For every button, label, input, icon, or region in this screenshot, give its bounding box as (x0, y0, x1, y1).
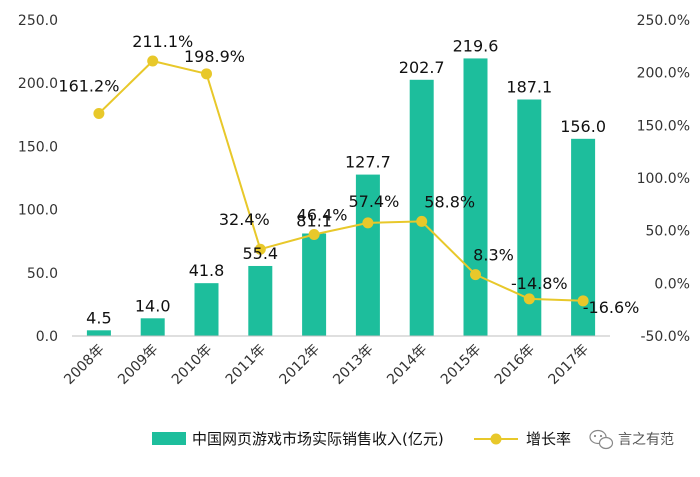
line-series (93, 55, 589, 307)
growth-value-label: 58.8% (424, 192, 475, 211)
bar (355, 174, 380, 336)
bar-value-label: 219.6 (453, 36, 499, 55)
bar-data-labels: 4.5 14.0 41.8 55.4 81.1 127.7 202.7 219.6 187.1 1… (86, 36, 606, 327)
growth-point (93, 108, 105, 120)
growth-value-label: 8.3% (473, 246, 514, 265)
right-tick-label: -50.0% (640, 329, 690, 345)
growth-point (470, 269, 481, 281)
left-tick-label: 200.0 (18, 76, 58, 92)
x-tick-label: 2017年 (546, 342, 592, 388)
right-tick-label: 200.0% (637, 66, 690, 82)
growth-point (201, 68, 212, 80)
x-tick-label: 2016年 (492, 342, 538, 388)
growth-point (147, 55, 159, 67)
line-data-labels: 161.2% 211.1%198.9% 32.4% 46.4%57.4% 58.8% 8.… (58, 32, 639, 317)
growth-value-label: 161.2% (58, 77, 119, 96)
left-axis: 0.0 50.0 100.0 150.0 200.0 250.0 (18, 13, 58, 345)
bar (86, 330, 111, 336)
growth-value-label: 57.4% (348, 192, 399, 211)
growth-value-label: 211.1% (132, 32, 193, 51)
bar-value-label: 55.4 (242, 244, 278, 263)
growth-value-label: -14.8% (511, 274, 568, 293)
bar (409, 79, 434, 336)
bar-value-label: 187.1 (506, 78, 552, 97)
right-axis: -50.0% 0.0% 50.0% 100.0% 150.0% 200.0% 250.0% (637, 13, 690, 345)
bar (248, 265, 273, 336)
bar-series (86, 58, 596, 336)
growth-value-label: 32.4% (219, 210, 270, 229)
watermark-text: 言之有范 (618, 431, 674, 448)
growth-point (523, 293, 535, 305)
right-tick-label: 250.0% (637, 13, 690, 29)
growth-value-label: -16.6% (583, 298, 640, 317)
bar (194, 283, 219, 336)
wechat-icon (589, 429, 614, 450)
left-tick-label: 0.0 (36, 329, 58, 345)
x-tick-label: 2008年 (61, 342, 107, 388)
x-tick-label: 2013年 (330, 342, 376, 388)
right-tick-label: 50.0% (646, 224, 690, 240)
left-tick-label: 50.0 (27, 266, 58, 282)
bar-value-label: 4.5 (86, 308, 111, 327)
x-axis: 2008年 2009年 2010年 2011年 2012年 2013年 2014年 2015年… (61, 335, 610, 388)
growth-point (362, 217, 374, 229)
legend-bar-swatch (152, 432, 186, 445)
left-tick-label: 150.0 (18, 139, 58, 155)
x-tick-label: 2014年 (384, 342, 430, 388)
growth-value-label: 46.4% (297, 205, 348, 224)
bar-value-label: 81.1 (296, 211, 332, 230)
left-tick-label: 250.0 (18, 13, 58, 29)
bar (463, 58, 488, 336)
legend: 中国网页游戏市场实际销售收入(亿元) 增长率 (152, 430, 571, 448)
bar (302, 233, 327, 336)
x-tick-label: 2009年 (115, 342, 161, 388)
growth-point (308, 228, 320, 240)
bar-value-label: 14.0 (135, 296, 171, 315)
right-tick-label: 0.0% (654, 276, 690, 292)
x-tick-label: 2011年 (223, 342, 269, 388)
x-tick-label: 2012年 (277, 342, 323, 388)
bar-value-label: 41.8 (189, 261, 225, 280)
bar-value-label: 156.0 (560, 117, 606, 136)
right-tick-label: 100.0% (637, 171, 690, 187)
growth-value-label: 198.9% (184, 47, 245, 66)
legend-line-label: 增长率 (526, 430, 571, 448)
growth-line (98, 59, 584, 302)
legend-bar-label: 中国网页游戏市场实际销售收入(亿元) (192, 430, 444, 448)
x-tick-label: 2010年 (169, 342, 215, 388)
x-tick-label: 2015年 (438, 342, 484, 388)
bar-value-label: 202.7 (399, 58, 445, 77)
left-tick-label: 100.0 (18, 203, 58, 219)
bar (140, 318, 165, 336)
growth-point (254, 243, 266, 255)
growth-point (416, 215, 428, 227)
bar-value-label: 127.7 (345, 153, 391, 172)
legend-line-marker (490, 433, 502, 445)
growth-point (577, 295, 589, 307)
right-tick-label: 150.0% (637, 118, 690, 134)
watermark: 言之有范 (589, 429, 674, 450)
